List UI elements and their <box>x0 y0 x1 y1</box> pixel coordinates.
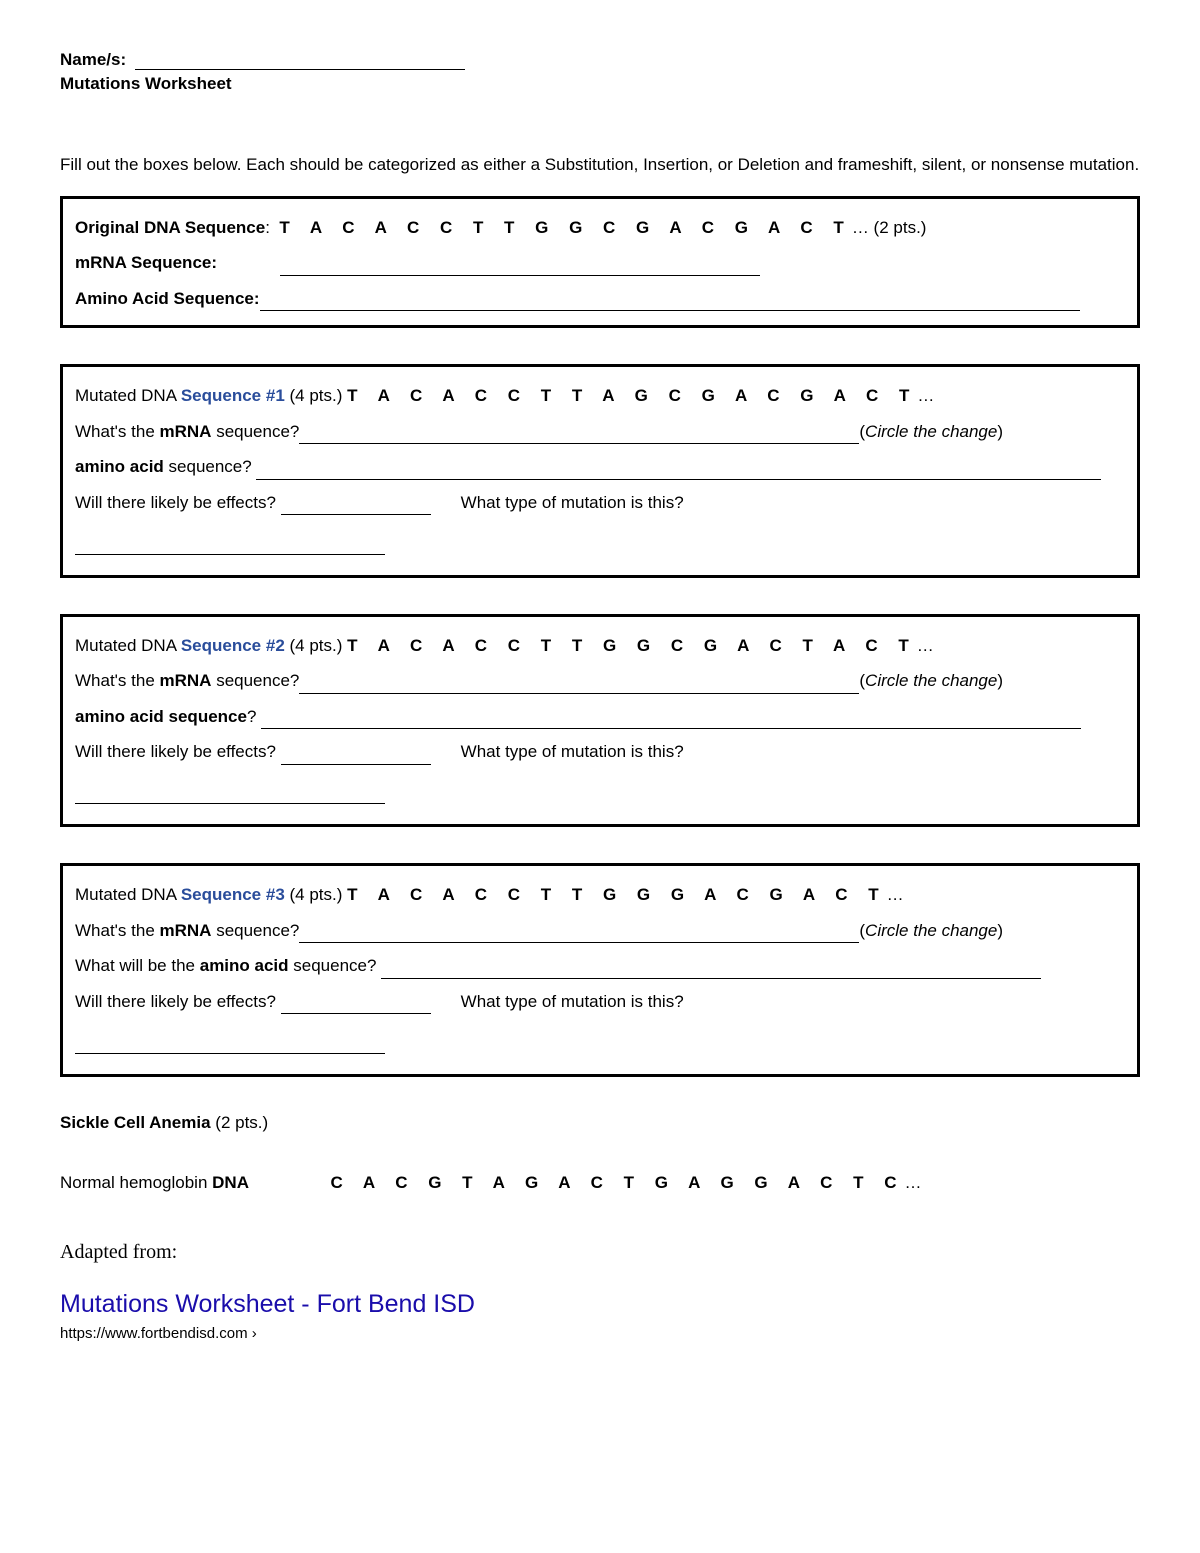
aa-blank <box>256 479 1101 480</box>
aa-b: sequence? <box>289 956 382 975</box>
type-q: What type of mutation is this? <box>461 742 684 761</box>
effects-q: Will there likely be effects? <box>75 742 281 761</box>
hemo-a: Normal hemoglobin <box>60 1173 212 1192</box>
mut-seq-label: Sequence #1 <box>181 386 285 405</box>
aa-b: sequence? <box>164 457 257 476</box>
effects-row: Will there likely be effects? What type … <box>75 989 1125 1015</box>
mrna-q-b: mRNA <box>160 422 212 441</box>
effects-row: Will there likely be effects? What type … <box>75 490 1125 516</box>
source-url: https://www.fortbendisd.com › <box>60 1325 1140 1342</box>
mrna-blank <box>299 443 859 444</box>
aa-blank <box>261 728 1081 729</box>
type-blank-row <box>75 779 1125 805</box>
aa-prefix: What will be the <box>75 956 200 975</box>
mutation-header-row: Mutated DNA Sequence #2 (4 pts.) T A C A… <box>75 633 1125 659</box>
aa-a: amino acid <box>75 457 164 476</box>
mrna-question-row: What's the mRNA sequence?(Circle the cha… <box>75 419 1125 445</box>
mut-prefix: Mutated DNA <box>75 386 181 405</box>
name-label: Name/s: <box>60 50 126 69</box>
aa-b: ? <box>247 707 261 726</box>
type-blank <box>75 1053 385 1054</box>
mutation-header-row: Mutated DNA Sequence #3 (4 pts.) T A C A… <box>75 882 1125 908</box>
mrna-q-a: What's the <box>75 921 160 940</box>
effects-row: Will there likely be effects? What type … <box>75 739 1125 765</box>
aa-question-row: What will be the amino acid sequence? <box>75 953 1125 979</box>
sickle-title-a: Sickle Cell Anemia <box>60 1113 211 1132</box>
name-line: Name/s: <box>60 50 1140 70</box>
type-blank-row <box>75 529 1125 555</box>
type-blank <box>75 803 385 804</box>
mrna-row: mRNA Sequence: <box>75 250 1125 276</box>
aa-a: amino acid <box>200 956 289 975</box>
sickle-title-b: (2 pts.) <box>211 1113 269 1132</box>
mrna-q-b: mRNA <box>160 671 212 690</box>
mut-points: (4 pts.) <box>285 885 347 904</box>
sickle-sequence: C A C G T A G A C T G A G G A C T C <box>330 1173 904 1192</box>
original-dna-row: Original DNA Sequence: T A C A C C T T G… <box>75 215 1125 241</box>
mut-points: (4 pts.) <box>285 386 347 405</box>
mut-sequence: T A C A C C T T G G C G A C T A C T <box>347 636 917 655</box>
aa-blank <box>260 310 1080 311</box>
circle-note: Circle the change <box>865 671 997 690</box>
aa-blank <box>381 978 1041 979</box>
worksheet-page: Name/s: Mutations Worksheet Fill out the… <box>0 0 1200 1402</box>
mrna-label: mRNA Sequence: <box>75 253 217 272</box>
effects-q: Will there likely be effects? <box>75 493 281 512</box>
mut-sequence: T A C A C C T T G G G A C G A C T <box>347 885 886 904</box>
effects-blank <box>281 764 431 765</box>
original-sequence: T A C A C C T T G G C G A C G A C T <box>279 218 851 237</box>
mut-seq-label: Sequence #3 <box>181 885 285 904</box>
aa-row: Amino Acid Sequence: <box>75 286 1125 312</box>
worksheet-title: Mutations Worksheet <box>60 74 1140 94</box>
mut-prefix: Mutated DNA <box>75 636 181 655</box>
effects-q: Will there likely be effects? <box>75 992 281 1011</box>
type-blank <box>75 554 385 555</box>
aa-label: Amino Acid Sequence: <box>75 289 260 308</box>
mrna-q-c: sequence? <box>211 671 299 690</box>
mutation-header-row: Mutated DNA Sequence #1 (4 pts.) T A C A… <box>75 383 1125 409</box>
effects-blank <box>281 1013 431 1014</box>
mutation-box: Mutated DNA Sequence #2 (4 pts.) T A C A… <box>60 614 1140 828</box>
hemoglobin-row: Normal hemoglobin DNA C A C G T A G A C … <box>60 1173 1140 1193</box>
mrna-blank <box>280 275 760 276</box>
mutation-box: Mutated DNA Sequence #3 (4 pts.) T A C A… <box>60 863 1140 1077</box>
circle-note: Circle the change <box>865 422 997 441</box>
original-box: Original DNA Sequence: T A C A C C T T G… <box>60 196 1140 329</box>
original-label: Original DNA Sequence <box>75 218 265 237</box>
adapted-from: Adapted from: <box>60 1241 1140 1264</box>
mrna-question-row: What's the mRNA sequence?(Circle the cha… <box>75 668 1125 694</box>
mut-sequence: T A C A C C T T A G C G A C G A C T <box>347 386 917 405</box>
mut-seq-label: Sequence #2 <box>181 636 285 655</box>
mrna-q-b: mRNA <box>160 921 212 940</box>
effects-blank <box>281 514 431 515</box>
mrna-blank <box>299 942 859 943</box>
type-q: What type of mutation is this? <box>461 992 684 1011</box>
instructions: Fill out the boxes below. Each should be… <box>60 152 1140 178</box>
name-blank <box>135 69 465 70</box>
mrna-q-a: What's the <box>75 422 160 441</box>
mutations-container: Mutated DNA Sequence #1 (4 pts.) T A C A… <box>60 364 1140 1077</box>
type-q: What type of mutation is this? <box>461 493 684 512</box>
aa-question-row: amino acid sequence? <box>75 454 1125 480</box>
hemo-b: DNA <box>212 1173 249 1192</box>
mut-prefix: Mutated DNA <box>75 885 181 904</box>
aa-a: amino acid sequence <box>75 707 247 726</box>
original-points: (2 pts.) <box>874 218 927 237</box>
mutation-box: Mutated DNA Sequence #1 (4 pts.) T A C A… <box>60 364 1140 578</box>
aa-question-row: amino acid sequence? <box>75 704 1125 730</box>
mrna-question-row: What's the mRNA sequence?(Circle the cha… <box>75 918 1125 944</box>
mrna-q-c: sequence? <box>211 422 299 441</box>
mut-points: (4 pts.) <box>285 636 347 655</box>
mrna-q-a: What's the <box>75 671 160 690</box>
mrna-q-c: sequence? <box>211 921 299 940</box>
type-blank-row <box>75 1028 1125 1054</box>
source-title: Mutations Worksheet - Fort Bend ISD <box>60 1290 1140 1319</box>
sickle-title: Sickle Cell Anemia (2 pts.) <box>60 1113 1140 1133</box>
circle-note: Circle the change <box>865 921 997 940</box>
mrna-blank <box>299 693 859 694</box>
